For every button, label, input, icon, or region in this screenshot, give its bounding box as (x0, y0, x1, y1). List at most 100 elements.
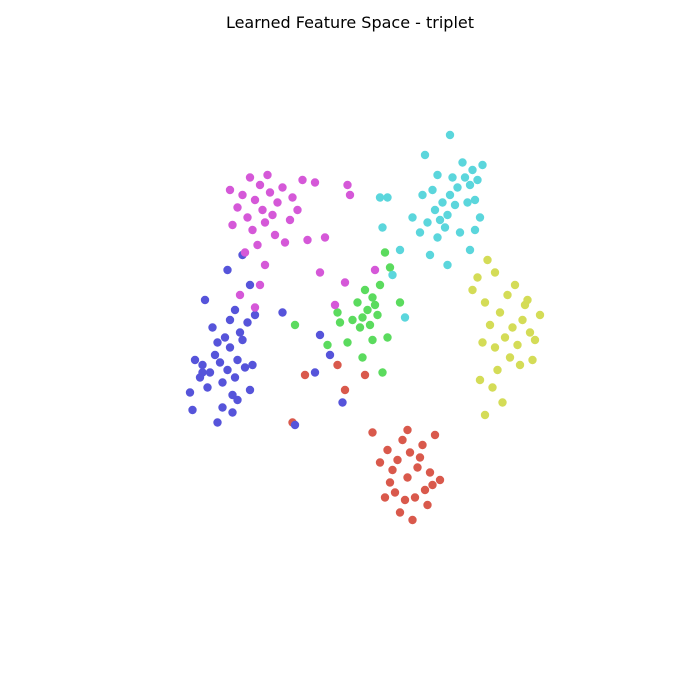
scatter-point (263, 170, 272, 180)
scatter-point (245, 280, 255, 290)
scatter-point (243, 318, 252, 327)
scatter-point (260, 218, 270, 227)
scatter-point (248, 225, 257, 235)
scatter-point (360, 370, 370, 380)
scatter-point (278, 308, 287, 317)
scatter-point (438, 198, 447, 207)
scatter-point (333, 360, 342, 370)
scatter-point (250, 303, 260, 312)
scatter-point (220, 333, 230, 342)
scatter-point (443, 260, 452, 270)
scatter-point (425, 468, 435, 477)
scatter-point (490, 343, 500, 352)
scatter-point (473, 273, 482, 282)
scatter-point (395, 298, 405, 307)
scatter-point (525, 328, 535, 337)
scatter-point (250, 310, 260, 320)
scatter-point (200, 295, 210, 305)
scatter-point (403, 425, 412, 435)
scatter-point (218, 403, 227, 412)
scatter-point (265, 188, 275, 197)
scatter-point (505, 353, 515, 362)
scatter-point (340, 385, 350, 395)
scatter-point (418, 190, 427, 200)
scatter-point (385, 478, 395, 487)
scatter-point (238, 190, 247, 200)
scatter-point (420, 485, 430, 495)
scatter-point (368, 428, 377, 437)
scatter-point (530, 335, 540, 345)
scatter-point (198, 360, 207, 370)
scatter-point (513, 340, 522, 350)
series-5 (375, 130, 487, 322)
scatter-point (243, 213, 252, 222)
scatter-point (435, 215, 445, 225)
series-1 (468, 255, 545, 420)
scatter-point (403, 473, 412, 482)
scatter-point (410, 493, 420, 502)
scatter-point (383, 445, 392, 455)
scatter-point (413, 463, 422, 472)
scatter-point (415, 453, 425, 462)
scatter-point (518, 315, 527, 325)
scatter-point (385, 263, 395, 272)
scatter-point (233, 355, 242, 365)
scatter-point (425, 250, 435, 260)
scatter-point (315, 330, 325, 340)
scatter-point (380, 248, 390, 257)
scatter-point (213, 418, 222, 427)
scatter-point (428, 185, 437, 195)
scatter-point (258, 205, 267, 215)
scatter-point (378, 368, 387, 377)
scatter-point (325, 350, 335, 360)
scatter-point (320, 233, 330, 242)
scatter-point (268, 210, 277, 220)
scatter-point (443, 210, 452, 220)
scatter-point (290, 320, 300, 330)
scatter-point (330, 300, 340, 310)
scatter-point (535, 310, 545, 320)
scatter-point (398, 435, 407, 445)
scatter-point (388, 465, 397, 475)
scatter-point (238, 335, 247, 345)
scatter-point (355, 323, 365, 332)
series-2 (290, 248, 405, 377)
scatter-point (235, 328, 245, 337)
chart-title: Learned Feature Space - triplet (226, 13, 474, 32)
scatter-point (503, 290, 512, 300)
scatter-point (210, 350, 220, 360)
scatter-point (225, 315, 235, 325)
scatter-point (190, 355, 200, 365)
scatter-point (515, 360, 525, 370)
scatter-point (478, 160, 487, 170)
scatter-point (428, 480, 437, 490)
scatter-point (255, 280, 265, 290)
scatter-point (343, 338, 352, 347)
scatter-point (440, 223, 450, 232)
scatter-point (393, 455, 402, 465)
scatter-point (460, 173, 470, 182)
scatter-point (198, 368, 207, 377)
scatter-point (390, 488, 400, 497)
scatter-point (205, 368, 215, 377)
scatter-point (475, 375, 485, 385)
scatter-point (278, 183, 287, 192)
scatter-point (370, 300, 380, 310)
scatter-point (430, 430, 440, 440)
scatter-point (485, 320, 495, 330)
scatter-point (455, 228, 465, 237)
scatter-point (375, 458, 385, 467)
scatter-point (230, 305, 240, 315)
scatter-point (310, 368, 320, 377)
scatter-point (465, 180, 475, 190)
scatter-point (290, 420, 300, 430)
scatter-point (335, 318, 345, 327)
scatter-point (228, 408, 237, 417)
scatter-point (208, 323, 217, 332)
scatter-point (478, 338, 487, 347)
scatter-point (360, 285, 370, 295)
scatter-point (245, 385, 255, 395)
scatter-point (510, 280, 520, 290)
scatter-point (490, 268, 500, 277)
